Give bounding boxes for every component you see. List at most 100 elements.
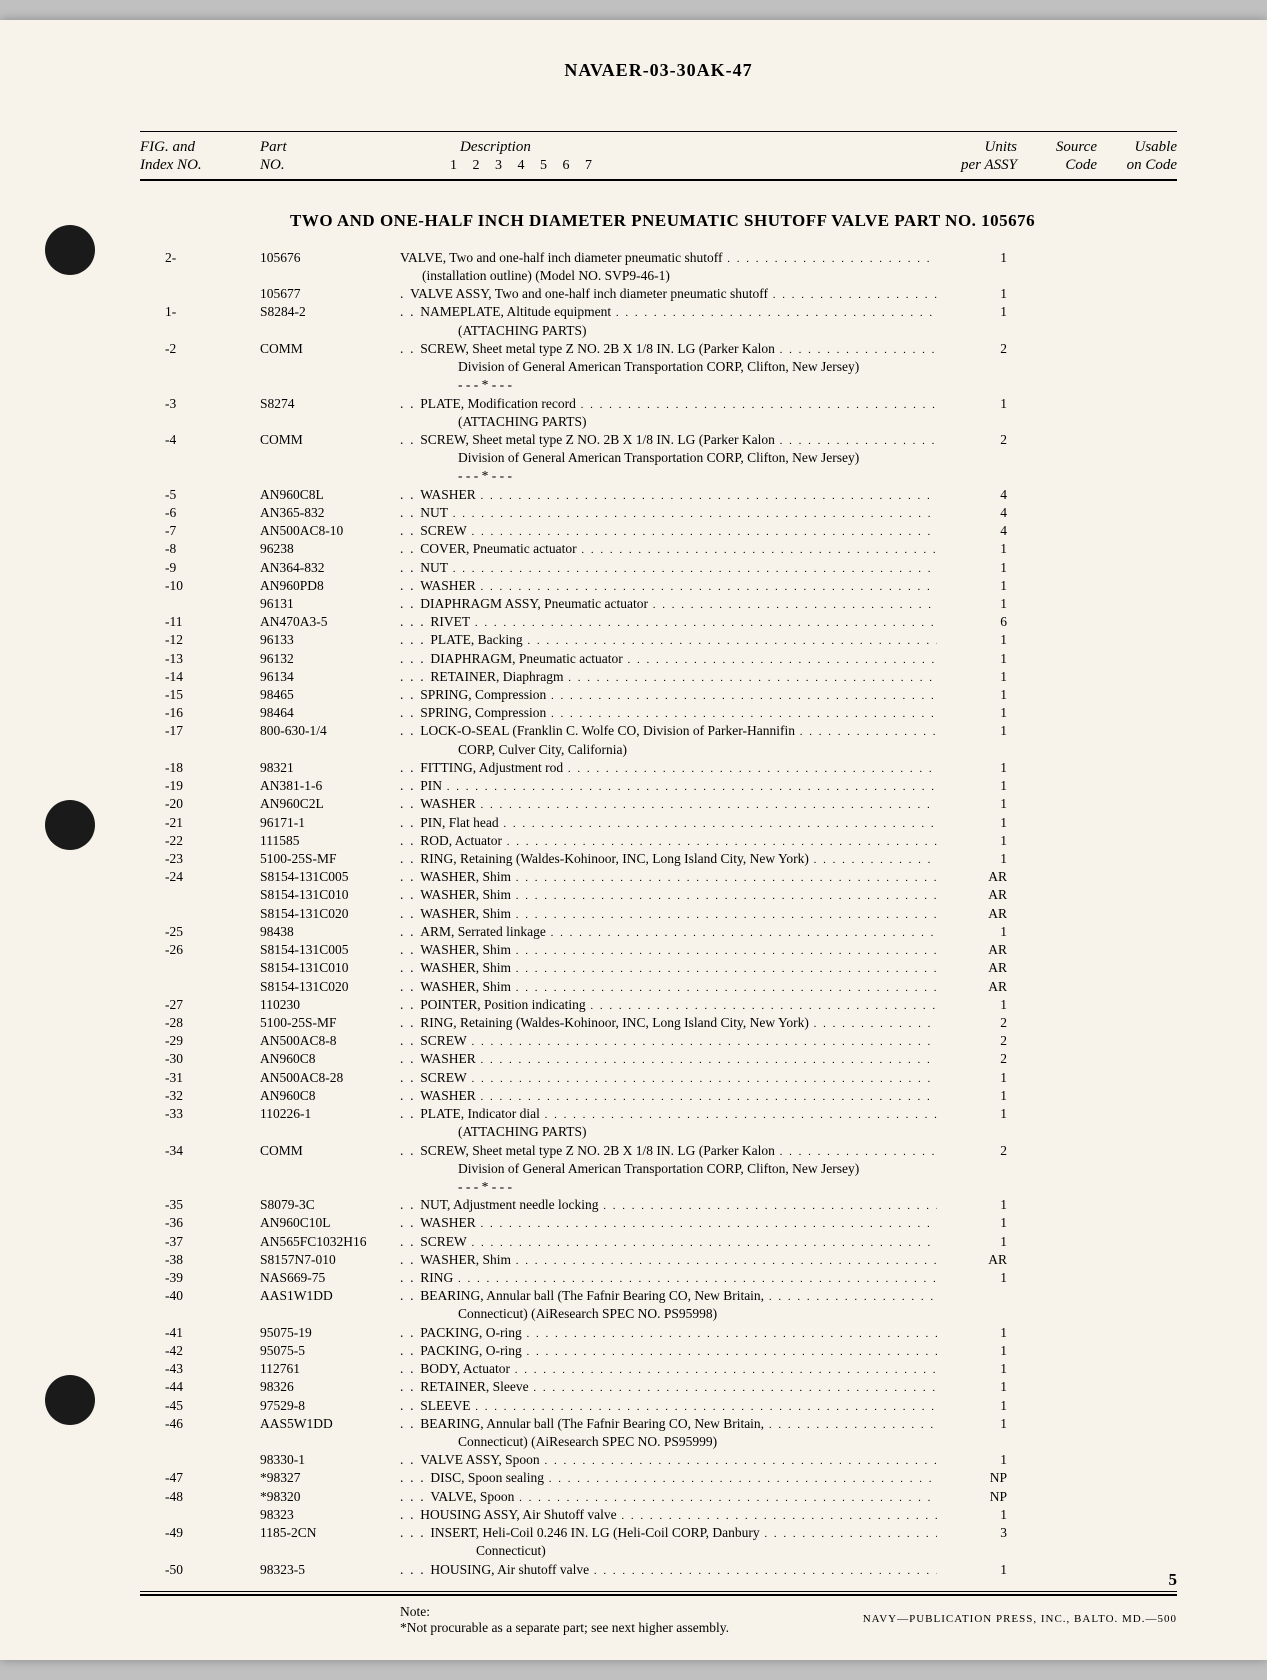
cell-part: 98323 — [260, 1506, 400, 1524]
cell-units: 1 — [937, 1214, 1017, 1232]
cell-description: . . SCREW — [400, 1233, 937, 1251]
cell-description: . . ARM, Serrated linkage — [400, 923, 937, 941]
cell-units: 1 — [937, 759, 1017, 777]
cell-units: NP — [937, 1488, 1017, 1506]
cell-part: S8284-2 — [260, 303, 400, 321]
cell-description: . . FITTING, Adjustment rod — [400, 759, 937, 777]
table-row: -1296133. . . PLATE, Backing1 — [140, 631, 1177, 649]
cell-part: 98326 — [260, 1378, 400, 1396]
cell-index: -44 — [140, 1378, 260, 1396]
cell-index: -37 — [140, 1233, 260, 1251]
cell-index: -45 — [140, 1397, 260, 1415]
cell-description: . . . DISC, Spoon sealing — [400, 1469, 937, 1487]
cell-index: -10 — [140, 577, 260, 595]
table-row: 96131. . DIAPHRAGM ASSY, Pneumatic actua… — [140, 595, 1177, 613]
table-row: -3S8274. . PLATE, Modification record(AT… — [140, 395, 1177, 431]
cell-index: -43 — [140, 1360, 260, 1378]
page-number: 5 — [1169, 1570, 1178, 1590]
cell-description: . . LOCK-O-SEAL (Franklin C. Wolfe CO, D… — [400, 722, 937, 758]
cell-index: -3 — [140, 395, 260, 413]
cell-description: . . NUT — [400, 559, 937, 577]
cell-units: 1 — [937, 1269, 1017, 1287]
cell-index: -4 — [140, 431, 260, 449]
cell-units: AR — [937, 1251, 1017, 1269]
cell-index: -19 — [140, 777, 260, 795]
table-row: -2COMM. . SCREW, Sheet metal type Z NO. … — [140, 340, 1177, 395]
cell-description: . . WASHER — [400, 1214, 937, 1232]
cell-index: -11 — [140, 613, 260, 631]
table-row: -5AN960C8L. . WASHER4 — [140, 486, 1177, 504]
cell-part: AN364-832 — [260, 559, 400, 577]
cell-index: -23 — [140, 850, 260, 868]
table-row: -2196171-1. . PIN, Flat head1 — [140, 814, 1177, 832]
cell-part: S8154-131C010 — [260, 959, 400, 977]
cell-description: . . WASHER, Shim — [400, 1251, 937, 1269]
cell-description: . . VALVE ASSY, Spoon — [400, 1451, 937, 1469]
punch-hole — [45, 225, 95, 275]
table-row: -32AN960C8. . WASHER1 — [140, 1087, 1177, 1105]
cell-units: 1 — [937, 395, 1017, 413]
cell-index: -24 — [140, 868, 260, 886]
cell-description: . . WASHER, Shim — [400, 905, 937, 923]
cell-part: AN960C10L — [260, 1214, 400, 1232]
cell-description: . . WASHER — [400, 1087, 937, 1105]
cell-index: 1- — [140, 303, 260, 321]
cell-description: . . ROD, Actuator — [400, 832, 937, 850]
cell-description: . . SLEEVE — [400, 1397, 937, 1415]
table-row: S8154-131C010. . WASHER, ShimAR — [140, 959, 1177, 977]
table-row: 1-S8284-2. . NAMEPLATE, Altitude equipme… — [140, 303, 1177, 339]
table-row: -1496134. . . RETAINER, Diaphragm1 — [140, 668, 1177, 686]
cell-index: -38 — [140, 1251, 260, 1269]
cell-units: 3 — [937, 1524, 1017, 1542]
cell-index: -34 — [140, 1142, 260, 1160]
cell-part: AN960C8 — [260, 1050, 400, 1068]
cell-units: 1 — [937, 850, 1017, 868]
punch-hole — [45, 1375, 95, 1425]
table-row: -31AN500AC8-28. . SCREW1 — [140, 1069, 1177, 1087]
cell-units: 1 — [937, 1069, 1017, 1087]
cell-units: 1 — [937, 577, 1017, 595]
col-usable-l2: on Code — [1127, 157, 1177, 173]
cell-part: AN500AC8-10 — [260, 522, 400, 540]
cell-units: 1 — [937, 631, 1017, 649]
cell-description: VALVE, Two and one-half inch diameter pn… — [400, 249, 937, 285]
table-row: -19AN381-1-6. . PIN1 — [140, 777, 1177, 795]
col-idx-l2: Index NO. — [140, 157, 202, 173]
table-row: -24S8154-131C005. . WASHER, ShimAR — [140, 868, 1177, 886]
cell-description: . . BEARING, Annular ball (The Fafnir Be… — [400, 1287, 937, 1323]
cell-description: . . PLATE, Indicator dial(ATTACHING PART… — [400, 1105, 937, 1141]
cell-part: COMM — [260, 1142, 400, 1160]
cell-description: . . BEARING, Annular ball (The Fafnir Be… — [400, 1415, 937, 1451]
cell-description: . . RING — [400, 1269, 937, 1287]
table-row: -40AAS1W1DD. . BEARING, Annular ball (Th… — [140, 1287, 1177, 1323]
cell-units: 2 — [937, 1032, 1017, 1050]
cell-index: -39 — [140, 1269, 260, 1287]
table-row: -11AN470A3-5. . . RIVET6 — [140, 613, 1177, 631]
cell-part: 110226-1 — [260, 1105, 400, 1123]
table-row: -285100-25S-MF. . RING, Retaining (Walde… — [140, 1014, 1177, 1032]
cell-description: . . RING, Retaining (Waldes-Kohinoor, IN… — [400, 1014, 937, 1032]
cell-part: S8154-131C005 — [260, 941, 400, 959]
table-row: -4597529-8. . SLEEVE1 — [140, 1397, 1177, 1415]
cell-units: AR — [937, 905, 1017, 923]
cell-description: . . WASHER, Shim — [400, 978, 937, 996]
cell-units: 6 — [937, 613, 1017, 631]
cell-description: . . RETAINER, Sleeve — [400, 1378, 937, 1396]
document-id: NAVAER-03-30AK-47 — [140, 60, 1177, 81]
cell-index: -8 — [140, 540, 260, 558]
cell-units: 1 — [937, 1506, 1017, 1524]
cell-description: . . NUT, Adjustment needle locking — [400, 1196, 937, 1214]
cell-part: COMM — [260, 340, 400, 358]
cell-units: 1 — [937, 540, 1017, 558]
table-row: -4295075-5. . PACKING, O-ring1 — [140, 1342, 1177, 1360]
cell-part: AN500AC8-28 — [260, 1069, 400, 1087]
cell-description: . . WASHER, Shim — [400, 959, 937, 977]
cell-units: 1 — [937, 795, 1017, 813]
cell-part: S8079-3C — [260, 1196, 400, 1214]
cell-description: . . SPRING, Compression — [400, 686, 937, 704]
cell-units: 2 — [937, 431, 1017, 449]
cell-units: 1 — [937, 1451, 1017, 1469]
cell-units: 1 — [937, 686, 1017, 704]
col-part-l2: NO. — [260, 157, 285, 173]
cell-description: . . PACKING, O-ring — [400, 1324, 937, 1342]
